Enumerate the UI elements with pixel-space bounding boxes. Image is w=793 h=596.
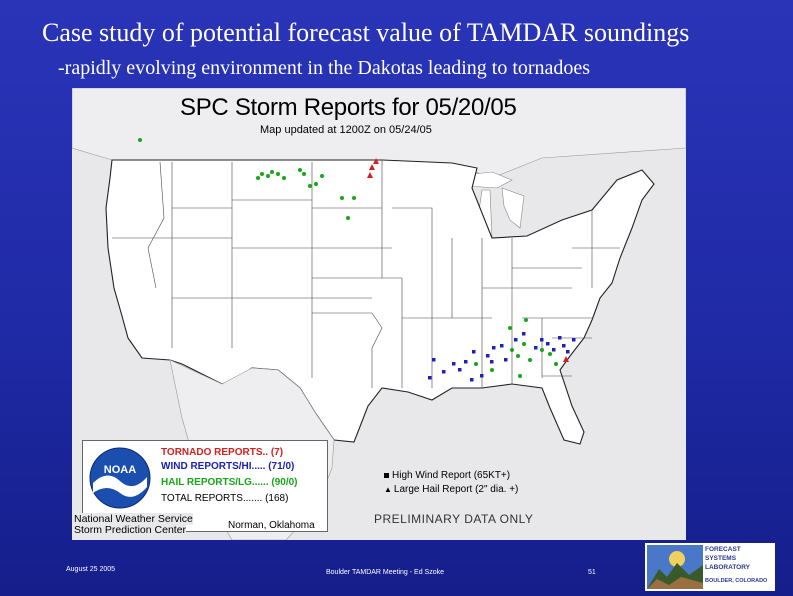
tornado-count: TORNADO REPORTS.. (7) <box>161 447 284 458</box>
report-legend: NOAA TORNADO REPORTS.. (7) WIND REPORTS/… <box>82 440 328 532</box>
slide-title: Case study of potential forecast value o… <box>42 18 690 47</box>
triangle-icon: ▲ <box>384 485 392 494</box>
agency-location: Norman, Oklahoma <box>228 520 315 531</box>
mountain-icon <box>647 545 703 589</box>
logo-line1: FORECAST <box>705 546 741 553</box>
map-updated-time: Map updated at 1200Z on 05/24/05 <box>260 124 432 136</box>
total-count: TOTAL REPORTS....... (168) <box>161 493 289 504</box>
page-number: 51 <box>588 569 596 576</box>
footer-date: August 25 2005 <box>66 566 116 573</box>
logo-line3: LABORATORY <box>705 564 751 571</box>
tornado-reports <box>367 158 569 362</box>
large-hail-key: ▲ Large Hail Report (2" dia. +) <box>384 484 519 495</box>
hail-count: HAIL REPORTS/LG...... (90/0) <box>161 477 298 488</box>
slide-subtitle: -rapidly evolving environment in the Dak… <box>58 57 591 79</box>
map-title: SPC Storm Reports for 05/20/05 <box>180 94 517 121</box>
fsl-logo: FORECAST SYSTEMS LABORATORY BOULDER, COL… <box>645 543 775 591</box>
high-wind-key: High Wind Report (65KT+) <box>384 470 510 481</box>
preliminary-note: PRELIMINARY DATA ONLY <box>374 512 534 526</box>
noaa-logo: NOAA <box>89 447 151 509</box>
hail-reports <box>138 138 558 378</box>
logo-line2: SYSTEMS <box>705 555 737 562</box>
logo-line4: BOULDER, COLORADO <box>705 578 768 584</box>
wind-reports <box>428 332 576 382</box>
wind-count: WIND REPORTS/HI..... (71/0) <box>161 461 295 472</box>
footer-meeting: Boulder TAMDAR Meeting - Ed Szoke <box>326 569 445 576</box>
svg-text:NOAA: NOAA <box>104 464 136 476</box>
storm-report-map: SPC Storm Reports for 05/20/05 Map updat… <box>72 88 686 540</box>
center-name: Storm Prediction Center <box>74 524 187 536</box>
agency-name: National Weather Service <box>74 513 193 525</box>
square-icon <box>384 472 389 478</box>
